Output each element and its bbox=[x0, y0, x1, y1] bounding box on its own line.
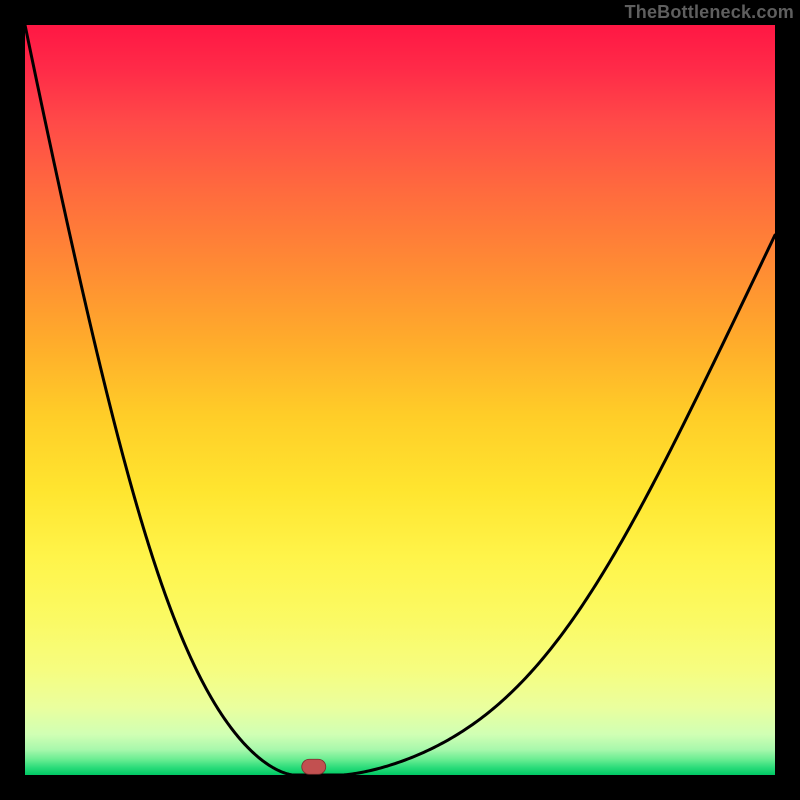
bottleneck-chart bbox=[0, 0, 800, 800]
watermark-text: TheBottleneck.com bbox=[625, 2, 794, 23]
